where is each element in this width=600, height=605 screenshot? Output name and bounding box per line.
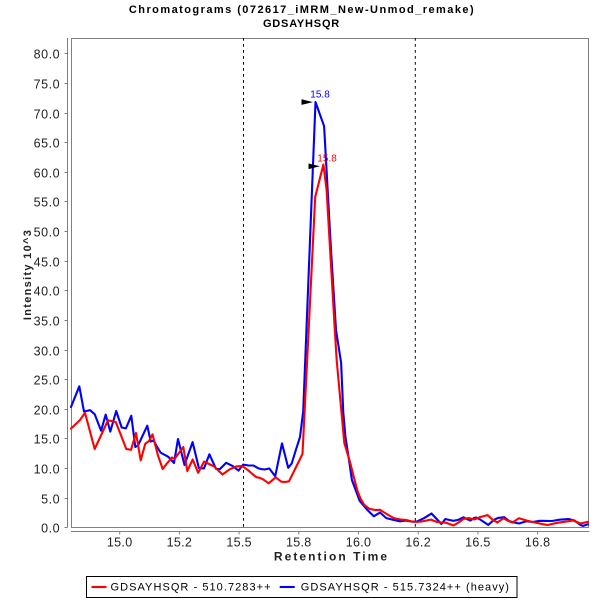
svg-text:70.0: 70.0 bbox=[34, 108, 61, 122]
svg-text:0.0: 0.0 bbox=[41, 522, 60, 536]
svg-text:16.8: 16.8 bbox=[525, 536, 551, 550]
svg-text:35.0: 35.0 bbox=[34, 315, 61, 329]
svg-text:40.0: 40.0 bbox=[34, 285, 61, 299]
svg-text:15.8: 15.8 bbox=[317, 154, 337, 165]
svg-text:Chromatograms (072617_iMRM_New: Chromatograms (072617_iMRM_New-Unmod_rem… bbox=[129, 4, 475, 16]
svg-text:Retention Time: Retention Time bbox=[274, 550, 389, 564]
svg-text:15.5: 15.5 bbox=[226, 536, 252, 550]
svg-text:55.0: 55.0 bbox=[34, 196, 61, 210]
svg-text:GDSAYHSQR - 515.7324++ (heavy): GDSAYHSQR - 515.7324++ (heavy) bbox=[301, 582, 510, 594]
svg-text:15.8: 15.8 bbox=[286, 536, 312, 550]
svg-text:15.8: 15.8 bbox=[310, 90, 330, 101]
svg-text:45.0: 45.0 bbox=[34, 256, 61, 270]
svg-text:60.0: 60.0 bbox=[34, 167, 61, 181]
svg-text:80.0: 80.0 bbox=[34, 48, 61, 62]
svg-text:15.0: 15.0 bbox=[34, 433, 61, 447]
svg-text:15.0: 15.0 bbox=[107, 536, 133, 550]
svg-text:10.0: 10.0 bbox=[34, 463, 61, 477]
svg-text:65.0: 65.0 bbox=[34, 137, 61, 151]
svg-text:16.0: 16.0 bbox=[346, 536, 372, 550]
svg-text:16.5: 16.5 bbox=[465, 536, 491, 550]
svg-text:5.0: 5.0 bbox=[41, 493, 60, 507]
svg-text:25.0: 25.0 bbox=[34, 374, 61, 388]
svg-text:20.0: 20.0 bbox=[34, 404, 61, 418]
svg-text:75.0: 75.0 bbox=[34, 78, 61, 92]
svg-text:GDSAYHSQR: GDSAYHSQR bbox=[263, 18, 340, 30]
svg-text:15.2: 15.2 bbox=[167, 536, 193, 550]
svg-text:GDSAYHSQR - 510.7283++: GDSAYHSQR - 510.7283++ bbox=[111, 582, 272, 594]
svg-text:Intensity 10^3: Intensity 10^3 bbox=[22, 229, 34, 320]
svg-text:50.0: 50.0 bbox=[34, 226, 61, 240]
svg-text:16.2: 16.2 bbox=[405, 536, 431, 550]
svg-text:30.0: 30.0 bbox=[34, 345, 61, 359]
